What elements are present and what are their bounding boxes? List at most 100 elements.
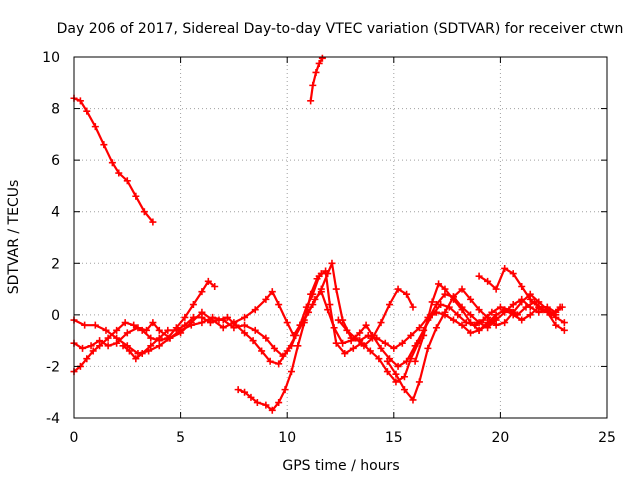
x-tick-label: 10: [278, 430, 296, 446]
data-point: [415, 324, 423, 332]
data-point: [467, 329, 475, 337]
data-point: [275, 301, 283, 309]
series-arc-k: [411, 280, 500, 365]
series-line: [72, 269, 566, 383]
data-point: [375, 355, 383, 363]
data-point: [475, 306, 483, 314]
data-point: [501, 264, 509, 272]
data-point: [475, 326, 483, 334]
data-point: [315, 59, 323, 67]
data-point: [108, 159, 116, 167]
y-tick-label: 0: [51, 308, 60, 324]
data-point: [488, 308, 496, 316]
y-tick-label: -4: [46, 411, 60, 427]
data-point: [509, 308, 517, 316]
data-point: [187, 321, 195, 329]
data-point: [458, 285, 466, 293]
data-point: [115, 169, 123, 177]
data-point: [552, 321, 560, 329]
data-point: [475, 272, 483, 280]
data-point: [249, 337, 257, 345]
x-tick-label: 20: [491, 430, 509, 446]
x-tick-label: 5: [176, 430, 185, 446]
data-point: [287, 368, 295, 376]
data-point: [132, 192, 140, 200]
data-point: [268, 288, 276, 296]
y-tick-label: 4: [51, 205, 60, 221]
data-point: [138, 326, 146, 334]
data-point: [204, 277, 212, 285]
data-point: [275, 360, 283, 368]
data-point: [155, 334, 163, 342]
data-point: [341, 350, 349, 358]
data-point: [123, 329, 131, 337]
data-point: [181, 313, 189, 321]
data-point: [87, 342, 95, 350]
data-point: [121, 319, 129, 327]
data-point: [492, 313, 500, 321]
data-point: [509, 270, 517, 278]
data-point: [424, 344, 432, 352]
data-point: [140, 208, 148, 216]
data-point: [415, 378, 423, 386]
y-tick-label: 8: [51, 102, 60, 118]
grid-lines: [74, 57, 607, 418]
data-point: [343, 326, 351, 334]
data-point: [206, 319, 214, 327]
data-point: [198, 313, 206, 321]
data-point: [467, 319, 475, 327]
data-point: [234, 386, 242, 394]
data-point: [377, 344, 385, 352]
series-line: [121, 262, 566, 365]
data-point: [149, 218, 157, 226]
data-point: [386, 301, 394, 309]
data-point: [467, 295, 475, 303]
data-point: [130, 321, 138, 329]
data-point: [479, 316, 487, 324]
data-point: [409, 396, 417, 404]
data-point: [383, 357, 391, 365]
data-point: [224, 313, 232, 321]
data-point: [492, 321, 500, 329]
data-point: [356, 329, 364, 337]
data-point: [104, 334, 112, 342]
data-point: [270, 344, 278, 352]
data-point: [83, 355, 91, 363]
data-point: [241, 388, 249, 396]
data-point: [113, 326, 121, 334]
data-point: [91, 321, 99, 329]
data-series: [70, 54, 568, 414]
series-line: [309, 57, 324, 102]
data-point: [147, 334, 155, 342]
y-tick-label: 2: [51, 256, 60, 272]
data-point: [475, 319, 483, 327]
data-point: [307, 97, 315, 105]
data-point: [454, 311, 462, 319]
data-point: [241, 321, 249, 329]
data-point: [432, 301, 440, 309]
data-point: [266, 357, 274, 365]
data-point: [283, 347, 291, 355]
data-point: [432, 308, 440, 316]
data-point: [351, 334, 359, 342]
data-point: [81, 321, 89, 329]
data-point: [149, 319, 157, 327]
data-point: [317, 270, 325, 278]
data-point: [535, 303, 543, 311]
data-point: [407, 331, 415, 339]
data-point: [496, 303, 504, 311]
data-point: [526, 295, 534, 303]
data-point: [400, 373, 408, 381]
x-tick-label: 25: [598, 430, 616, 446]
data-point: [552, 308, 560, 316]
data-point: [317, 285, 325, 293]
data-point: [560, 319, 568, 327]
data-point: [409, 303, 417, 311]
chart-title: Day 206 of 2017, Sidereal Day-to-day VTE…: [57, 21, 624, 37]
data-point: [166, 334, 174, 342]
data-point: [377, 319, 385, 327]
data-point: [458, 321, 466, 329]
data-point: [390, 344, 398, 352]
data-point: [526, 303, 534, 311]
plot-frame: [73, 56, 608, 419]
